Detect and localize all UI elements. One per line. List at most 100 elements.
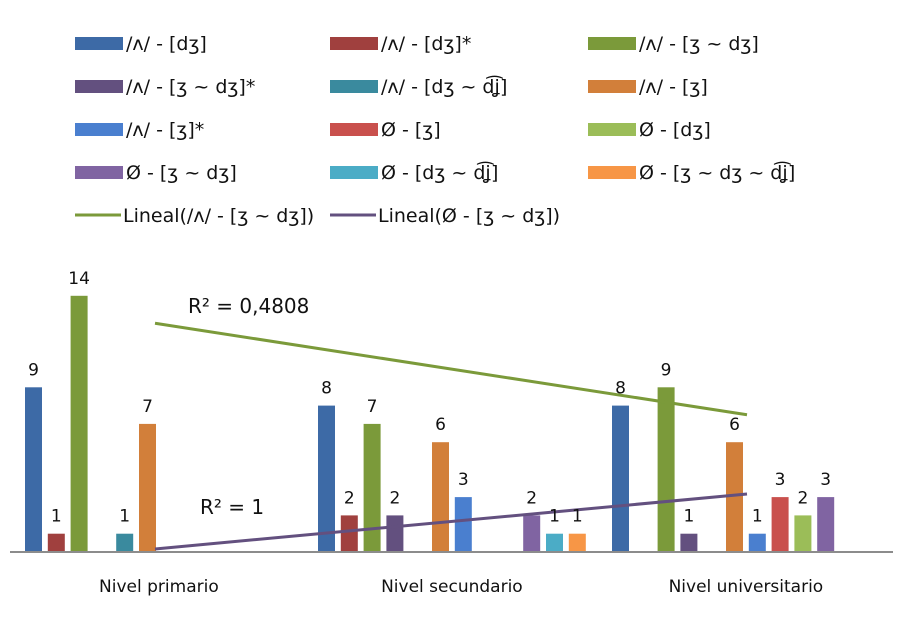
series-9 [794,515,812,552]
data-label: 8 [321,379,332,399]
legend-item: Ø - [ʒ] [330,119,441,141]
legend-item: /ʌ/ - [ʒ ~ dʒ] [588,33,759,55]
bar [47,533,65,552]
bar [70,295,88,552]
legend-label: /ʌ/ - [dʒ] [126,33,207,55]
legend-swatch [588,37,636,50]
legend-label: Ø - [ʒ ~ dʒ ~ d͡ʝ] [639,160,795,184]
legend-swatch [588,166,636,179]
legend-swatch [330,166,378,179]
r2-label: R² = 1 [200,495,264,519]
data-label: 2 [389,488,400,508]
x-tick-label: Nivel secundario [381,577,523,597]
legend-label: Ø - [ʒ] [381,119,441,141]
legend-swatch [588,123,636,136]
series-7 [454,497,766,552]
legend-swatch [330,80,378,93]
trendline-d [154,321,748,417]
bar [771,497,789,552]
legend-item: Ø - [dʒ] [588,119,711,141]
legend-label: Ø - [dʒ ~ d͡ʝ] [381,160,498,184]
bar [318,405,335,552]
bar [139,423,156,552]
legend-label: Lineal(/ʌ/ - [ʒ ~ dʒ]) [123,205,314,227]
data-label: 7 [142,397,153,417]
data-label: 3 [775,470,786,490]
legend: /ʌ/ - [dʒ] /ʌ/ - [dʒ]* /ʌ/ - [ʒ ~ dʒ] /ʌ/ -… [75,33,795,227]
legend-item: Ø - [ʒ ~ dʒ ~ d͡ʝ] [588,160,795,184]
data-label: 1 [119,507,130,527]
series-8 [771,497,789,552]
data-label: 9 [28,360,39,380]
data-label: 3 [820,470,831,490]
bar [363,423,381,552]
legend-item: /ʌ/ - [dʒ ~ d͡ʝ] [330,74,507,98]
series-10 [523,497,835,552]
series-6 [139,423,743,552]
legend-label: /ʌ/ - [ʒ] [639,76,708,98]
data-label: 1 [683,507,694,527]
data-label: 7 [367,397,378,417]
bar [25,387,42,552]
bar [726,442,743,552]
r2-label: R² = 0,4808 [188,294,309,318]
data-label: 6 [729,415,740,435]
bar [794,515,812,552]
data-label: 1 [549,507,560,527]
bars [25,295,835,552]
data-label: 8 [615,379,626,399]
legend-label: /ʌ/ - [dʒ]* [381,33,471,55]
series-3 [70,295,675,552]
legend-swatch [75,37,123,50]
legend-item-trendline: Lineal(/ʌ/ - [ʒ ~ dʒ]) [75,205,314,227]
legend-label: /ʌ/ - [ʒ ~ dʒ] [639,33,759,55]
legend-swatch [588,80,636,93]
x-tick-label: Nivel primario [99,577,219,597]
series-11 [546,533,563,552]
data-label: 1 [51,507,62,527]
legend-item: /ʌ/ - [ʒ]* [75,119,204,141]
data-label: 3 [458,470,469,490]
legend-item: /ʌ/ - [ʒ] [588,76,708,98]
series-12 [568,533,586,552]
data-label: 1 [572,507,583,527]
series-2 [47,515,358,552]
series-4 [386,515,698,552]
legend-label: /ʌ/ - [dʒ ~ d͡ʝ] [381,74,507,98]
bar [612,405,629,552]
bar [340,515,358,552]
data-label: 9 [661,360,672,380]
data-label: 2 [797,488,808,508]
data-label: 2 [344,488,355,508]
x-tick-label: Nivel universitario [669,577,824,597]
legend-item: Ø - [ʒ ~ dʒ] [75,162,237,184]
bar [116,533,134,552]
data-label: 6 [435,415,446,435]
legend-label: Ø - [dʒ] [639,119,711,141]
bar [657,387,675,552]
bar [817,497,835,552]
legend-swatch [330,37,378,50]
data-label: 1 [752,507,763,527]
bar [454,497,472,552]
trendlines [154,321,748,551]
legend-item: /ʌ/ - [dʒ] [75,33,207,55]
legend-item: /ʌ/ - [ʒ ~ dʒ]* [75,76,255,98]
legend-label: Ø - [ʒ ~ dʒ] [126,162,237,184]
legend-swatch [330,123,378,136]
series-1 [25,387,629,552]
bar [432,442,449,552]
data-label: 14 [68,269,90,289]
x-tick-labels: Nivel primario Nivel secundario Nivel univ… [99,577,823,597]
trendline-d [154,492,748,551]
legend-item-trendline: Lineal(Ø - [ʒ ~ dʒ]) [330,205,560,227]
legend-swatch [75,166,123,179]
legend-item: Ø - [dʒ ~ d͡ʝ] [330,160,498,184]
legend-label: Lineal(Ø - [ʒ ~ dʒ]) [378,205,560,227]
bar [523,515,541,552]
legend-swatch [75,80,123,93]
legend-label: /ʌ/ - [ʒ ~ dʒ]* [126,76,255,98]
r2-labels: R² = 0,4808 R² = 1 [188,294,309,519]
